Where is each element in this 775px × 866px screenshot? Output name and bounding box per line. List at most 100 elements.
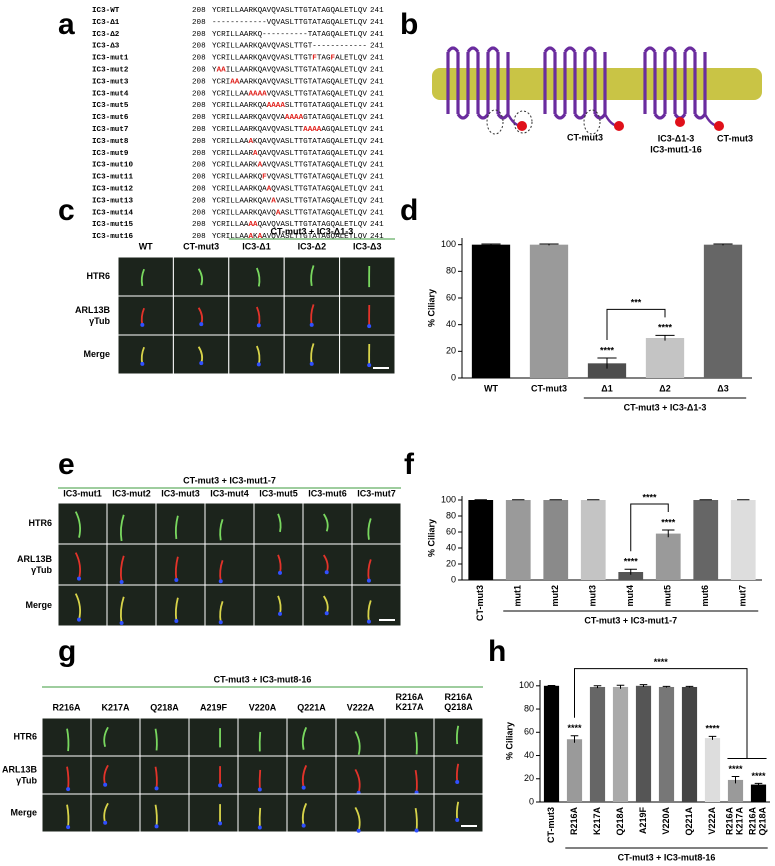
error-bar — [547, 684, 556, 687]
x-tick-label: V220A — [661, 807, 671, 835]
y-tick-label: 20 — [524, 773, 534, 783]
micrograph — [90, 717, 141, 757]
basal-body — [256, 323, 261, 328]
row-name: IC3-mut4 — [92, 90, 129, 98]
row-name: IC3-mut2 — [92, 67, 129, 75]
column-label: IC3-mut5 — [259, 488, 298, 498]
bar — [612, 686, 629, 802]
error-bar — [593, 685, 602, 689]
error-bar — [662, 685, 671, 688]
basal-body — [199, 322, 204, 327]
x-tick-label: CT-mut3 — [546, 807, 556, 843]
bar — [655, 533, 681, 580]
sequence: YCRILLAARKQ----------TATAGQALETLQV — [212, 31, 367, 39]
row-label: γTub — [89, 316, 110, 326]
row-end: 241 — [370, 19, 384, 27]
bar — [681, 686, 698, 802]
x-tick-label: Δ2 — [659, 383, 670, 393]
row-end: 241 — [370, 102, 384, 110]
sequence-part: F — [262, 174, 267, 182]
loop-outline — [513, 110, 533, 134]
row-label: γTub — [16, 775, 37, 785]
y-tick-label: 0 — [451, 574, 456, 584]
sequence-part: YCRILLAA — [212, 233, 249, 241]
bar — [468, 500, 494, 580]
row-start: 208 — [192, 138, 206, 146]
bar — [566, 739, 583, 802]
row-end: 241 — [370, 31, 384, 39]
y-tick-label: 40 — [524, 750, 534, 760]
sequence-part: F — [331, 55, 336, 63]
y-tick-label: 20 — [446, 558, 456, 568]
sequence-part: A — [258, 233, 263, 241]
row-end: 241 — [370, 55, 384, 63]
micrograph — [351, 543, 402, 586]
sequence-part: ALETLQV — [335, 55, 367, 63]
sequence-part: A — [267, 186, 272, 194]
cilium — [74, 593, 81, 620]
group-label: CT-mut3 + IC3-mut8-16 — [618, 852, 716, 862]
sequence: YAAILLAARKQAVQVASLTTGTATAGQALETLQV — [212, 67, 367, 75]
sequence-part: A — [271, 197, 276, 205]
sequence-part: A — [258, 162, 263, 170]
row-end: 241 — [370, 90, 384, 98]
sequence: YCRILLAARKQAVAVASLTTGTATAGQALETLQV — [212, 197, 367, 205]
sequence: YCRILLAARKQAVQVASLTTAAAAAGQALETLQV — [212, 126, 367, 134]
basal-body — [218, 579, 223, 584]
cilium — [310, 265, 315, 287]
sequence-part: ASLTTGTATAGQALETLQV — [280, 209, 367, 217]
panel-label: f — [404, 448, 415, 481]
diagram-label: IC3-Δ1-3 — [658, 133, 694, 143]
loop-outline — [486, 109, 504, 135]
cilium — [354, 806, 361, 832]
micrograph — [433, 717, 484, 757]
sequence-part: AA — [230, 78, 240, 86]
significance: **** — [600, 345, 615, 355]
y-axis-label: % Ciliary — [426, 289, 436, 327]
basal-body — [366, 578, 371, 583]
error-bar — [713, 243, 733, 246]
cilium — [197, 268, 204, 286]
row-start: 208 — [192, 221, 206, 229]
sequence-part: QAVQVASLTTGTATAGQALETLQV — [258, 221, 368, 229]
row-start: 208 — [192, 43, 206, 51]
micrograph — [384, 755, 435, 795]
basal-body — [218, 620, 223, 625]
row-name: IC3-mut8 — [92, 138, 129, 146]
cilium — [103, 726, 109, 748]
row-name: IC3-mut3 — [92, 78, 129, 86]
basal-body — [119, 621, 124, 626]
row-start: 208 — [192, 102, 206, 110]
column-label: IC3-mut7 — [357, 488, 396, 498]
column-label: CT-mut3 — [183, 241, 219, 251]
row-end: 241 — [370, 7, 384, 15]
y-tick-label: 100 — [441, 494, 456, 504]
micrograph — [57, 543, 108, 586]
row-end: 241 — [370, 197, 384, 205]
basal-body — [154, 786, 159, 791]
bar — [589, 686, 606, 802]
micrograph — [188, 717, 239, 757]
bar — [587, 363, 627, 378]
bar — [635, 685, 652, 802]
x-tick-label: R216A — [569, 807, 579, 836]
sequence: YCRILLAARKQAAAAASLTTGTATAGQALETLQV — [212, 102, 367, 110]
micrograph — [286, 793, 337, 833]
y-tick-label: 60 — [446, 526, 456, 536]
micrograph — [253, 543, 304, 586]
row-name: IC3-mut16 — [92, 233, 133, 241]
basal-body — [174, 577, 179, 582]
panel-label: b — [400, 8, 418, 41]
x-tick-label: V222A — [707, 807, 717, 835]
bar — [730, 500, 756, 580]
micrograph — [286, 717, 337, 757]
row-end: 241 — [370, 209, 384, 217]
panel-label: g — [58, 635, 76, 668]
cilium — [119, 555, 125, 583]
panel-label: h — [488, 635, 506, 668]
mutation-dot — [614, 121, 624, 131]
micrograph — [237, 717, 288, 757]
significance-bracket — [630, 503, 669, 552]
column-label: IC3-mut1 — [63, 488, 102, 498]
row-end: 241 — [370, 67, 384, 75]
